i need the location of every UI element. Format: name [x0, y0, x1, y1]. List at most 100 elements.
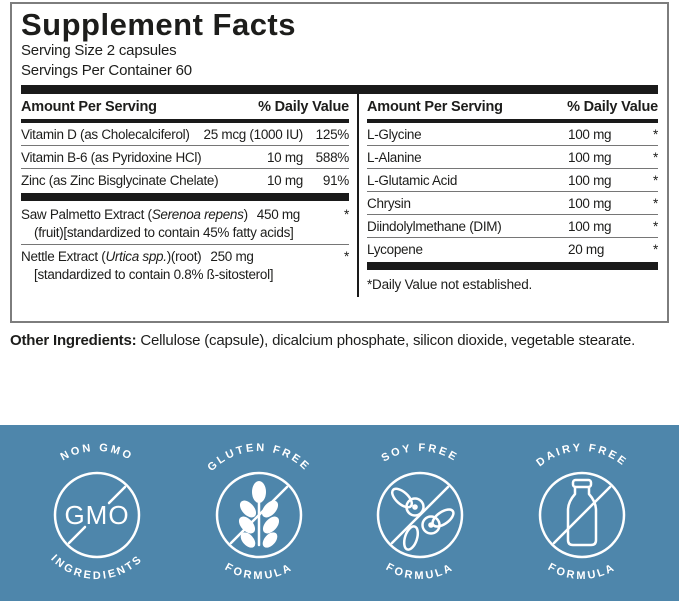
svg-text:DAIRY FREE: DAIRY FREE: [534, 442, 629, 469]
divider-bar: [367, 118, 658, 123]
svg-text:FORMULA: FORMULA: [384, 561, 456, 582]
nutrient-amount: 250 mg: [210, 248, 254, 264]
facts-column-left: Amount Per Serving % Daily Value Vitamin…: [21, 94, 357, 297]
nutrient-name: Saw Palmetto Extract (Serenoa repens): [21, 206, 248, 222]
row-separator: [367, 167, 658, 169]
nutrient-daily-value: 125%: [315, 126, 350, 142]
divider-bar: [367, 261, 658, 270]
header-amount-per-serving: Amount Per Serving: [367, 98, 503, 115]
supplement-facts-panel: Supplement Facts Serving Size 2 capsules…: [10, 2, 669, 323]
nutrient-detail: (fruit)[standardized to contain 45% fatt…: [34, 224, 294, 240]
nutrient-name: Nettle Extract (Urtica spp.)(root): [21, 248, 202, 264]
badge-bottom-label: FORMULA: [384, 561, 454, 582]
dairy-free-badge: DAIRY FREE FORMULA: [534, 442, 629, 582]
badge-top-label: NON GMO: [59, 442, 133, 463]
nutrient-row-l-glycine: L-Glycine 100 mg *: [367, 123, 658, 145]
nutrient-daily-value: *: [653, 195, 658, 211]
nutrient-row-vitamin-b6: Vitamin B-6 (as Pyridoxine HCl) 10 mg 58…: [21, 146, 349, 168]
badge-top-label: GLUTEN FREE: [205, 442, 310, 474]
nutrient-amount: 25 mcg (1000 IU): [203, 126, 304, 142]
wheat-crossed-icon: [215, 471, 302, 559]
badge-bottom-label: FORMULA: [222, 561, 292, 582]
header-daily-value: % Daily Value: [258, 98, 349, 115]
nutrient-amount: 20 mg: [568, 241, 605, 257]
facts-column-right: Amount Per Serving % Daily Value L-Glyci…: [357, 93, 658, 297]
column-header: Amount Per Serving % Daily Value: [21, 94, 349, 119]
nutrient-amount: 100 mg: [568, 195, 612, 211]
nutrient-row-chrysin: Chrysin 100 mg *: [367, 192, 658, 214]
nutrient-amount: 450 mg: [256, 206, 301, 222]
svg-text:GLUTEN FREE: GLUTEN FREE: [205, 442, 312, 474]
badge-top-label: SOY FREE: [380, 442, 458, 465]
nutrient-row-nettle: Nettle Extract (Urtica spp.)(root) 250 m…: [21, 245, 349, 267]
row-separator: [367, 190, 658, 192]
badge-bottom-label: FORMULA: [546, 561, 616, 582]
badge-top-label: DAIRY FREE: [534, 442, 627, 469]
nutrient-daily-value: 91%: [322, 172, 349, 188]
nutrient-name: Lycopene: [367, 241, 423, 257]
nutrient-name: L-Alanine: [367, 149, 422, 165]
nutrient-row-vitamin-d: Vitamin D (as Cholecalciferol) 25 mcg (1…: [21, 123, 349, 145]
nutrient-row-dim: Diindolylmethane (DIM) 100 mg *: [367, 215, 658, 237]
servings-per-container: Servings Per Container 60: [21, 61, 192, 79]
header-daily-value: % Daily Value: [567, 98, 658, 115]
nutrient-amount: 10 mg: [266, 172, 303, 188]
nutrient-row-zinc: Zinc (as Zinc Bisglycinate Chelate) 10 m…: [21, 169, 349, 191]
nutrient-name: L-Glutamic Acid: [367, 172, 458, 188]
header-amount-per-serving: Amount Per Serving: [21, 98, 157, 115]
milk-bottle-crossed-icon: [538, 471, 626, 559]
species-name: Urtica spp.: [105, 248, 167, 264]
nutrient-row-lycopene: Lycopene 20 mg *: [367, 238, 658, 260]
nutrient-row-l-glutamic-acid: L-Glutamic Acid 100 mg *: [367, 169, 658, 191]
nutrient-name: Vitamin B-6 (as Pyridoxine HCl): [21, 149, 202, 165]
soy-free-badge: SOY FREE FORMULA: [377, 442, 464, 582]
gmo-crossed-icon: GMO: [53, 471, 141, 559]
nutrient-row-l-alanine: L-Alanine 100 mg *: [367, 146, 658, 168]
nutrient-name: L-Glycine: [367, 126, 422, 142]
divider-bar: [21, 192, 349, 201]
nutrient-daily-value: *: [344, 248, 349, 264]
nutrient-daily-value: *: [653, 149, 658, 165]
row-separator: [367, 213, 658, 215]
nutrient-daily-value: 588%: [315, 149, 350, 165]
other-ingredients: Other Ingredients: Cellulose (capsule), …: [10, 332, 670, 349]
divider-bar: [21, 84, 658, 94]
nutrient-amount: 100 mg: [568, 126, 612, 142]
nutrient-name: Zinc (as Zinc Bisglycinate Chelate): [21, 172, 219, 188]
svg-text:FORMULA: FORMULA: [546, 561, 618, 582]
column-header: Amount Per Serving % Daily Value: [367, 94, 658, 119]
svg-text:SOY FREE: SOY FREE: [380, 442, 461, 465]
daily-value-footnote: *Daily Value not established.: [367, 276, 533, 292]
species-name: Serenoa repens: [151, 206, 244, 222]
nutrient-daily-value: *: [653, 241, 658, 257]
row-separator: [21, 243, 349, 245]
svg-text:FORMULA: FORMULA: [222, 561, 294, 582]
nutrient-daily-value: *: [653, 126, 658, 142]
nutrient-amount: 100 mg: [568, 149, 612, 165]
nutrient-daily-value: *: [653, 172, 658, 188]
nutrient-daily-value: *: [653, 218, 658, 234]
row-separator: [367, 144, 658, 146]
nutrient-detail: [standardized to contain 0.8% ß-sitoster…: [34, 266, 274, 282]
nutrient-name: Vitamin D (as Cholecalciferol): [21, 126, 190, 142]
soybean-crossed-icon: [377, 471, 464, 559]
row-separator: [21, 167, 349, 169]
nutrient-name: Chrysin: [367, 195, 411, 211]
row-separator: [21, 144, 349, 146]
nutrient-amount: 10 mg: [266, 149, 303, 165]
nutrient-amount: 100 mg: [568, 172, 612, 188]
nutrient-row-saw-palmetto: Saw Palmetto Extract (Serenoa repens) 45…: [21, 203, 349, 225]
nutrient-name: Diindolylmethane (DIM): [367, 218, 502, 234]
svg-text:NON GMO: NON GMO: [59, 442, 136, 463]
facts-columns: Amount Per Serving % Daily Value Vitamin…: [21, 93, 658, 297]
nutrient-daily-value: *: [344, 206, 349, 222]
non-gmo-badge: NON GMO INGREDIENTS GMO: [48, 442, 143, 582]
badge-band: NON GMO INGREDIENTS GMO GLUTEN FREE FORM…: [0, 425, 679, 601]
row-separator: [367, 236, 658, 238]
badge-center-label: GMO: [64, 500, 129, 530]
divider-bar: [21, 118, 349, 123]
gluten-free-badge: GLUTEN FREE FORMULA: [205, 442, 312, 582]
panel-title: Supplement Facts: [21, 7, 296, 42]
nutrient-amount: 100 mg: [568, 218, 612, 234]
